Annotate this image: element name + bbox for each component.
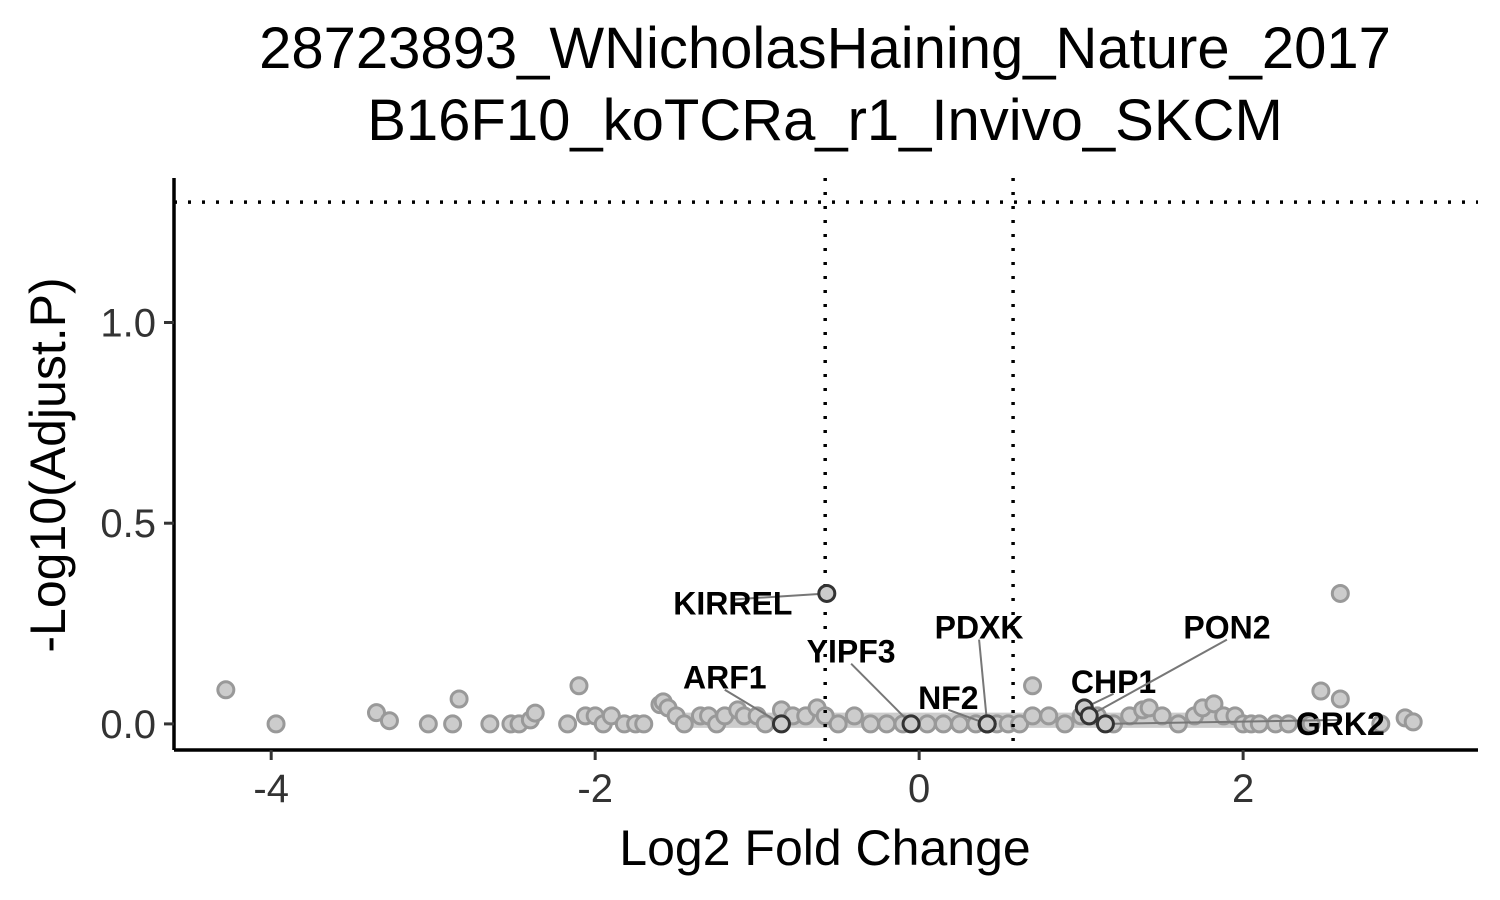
data-point — [569, 676, 589, 696]
threshold-lines — [174, 178, 1478, 750]
y-tick-label: 0.5 — [100, 502, 156, 546]
data-point — [917, 714, 937, 734]
data-point — [266, 714, 286, 734]
x-tick-label: 0 — [908, 767, 930, 811]
gene-label-connector — [724, 688, 782, 725]
chart-title-line-2: B16F10_koTCRa_r1_Invivo_SKCM — [367, 88, 1283, 153]
y-tick-label: 1.0 — [100, 302, 156, 346]
data-point — [1330, 583, 1350, 603]
gene-label: NF2 — [918, 680, 978, 716]
data-point — [950, 714, 970, 734]
scatter-points — [216, 583, 1423, 734]
data-point — [1278, 714, 1298, 734]
gene-label: YIPF3 — [807, 634, 896, 670]
data-point — [1311, 681, 1331, 701]
x-tick-label: 2 — [1232, 767, 1254, 811]
data-point — [1152, 706, 1172, 726]
data-point — [216, 680, 236, 700]
data-point — [933, 714, 953, 734]
data-point — [1249, 714, 1269, 734]
data-point — [525, 703, 545, 723]
highlighted-point — [901, 714, 921, 734]
gene-label: GRK2 — [1296, 706, 1385, 742]
data-point — [634, 714, 654, 734]
data-point — [1371, 714, 1391, 734]
data-point — [1023, 676, 1043, 696]
highlighted-point — [977, 714, 997, 734]
data-point — [1055, 714, 1075, 734]
data-point — [1403, 712, 1423, 732]
x-tick-label: -4 — [253, 767, 289, 811]
gene-label: ARF1 — [683, 660, 767, 696]
x-axis-title: Log2 Fold Change — [619, 820, 1030, 876]
gene-label: CHP1 — [1071, 664, 1156, 700]
gene-label-connector — [850, 662, 912, 725]
gene-label-connector — [1088, 638, 1228, 717]
gene-label-connector — [978, 639, 989, 725]
data-point — [861, 714, 881, 734]
data-point — [443, 714, 463, 734]
data-point — [674, 714, 694, 734]
data-point — [1039, 706, 1059, 726]
data-point — [1023, 706, 1043, 726]
gene-label: PON2 — [1183, 610, 1270, 646]
gene-label: PDXK — [935, 610, 1024, 646]
data-point — [877, 714, 897, 734]
data-point — [558, 714, 578, 734]
gene-label-connector — [732, 592, 827, 601]
y-tick-label: 0.0 — [100, 703, 156, 747]
highlighted-point — [817, 583, 837, 603]
highlighted-point — [1079, 706, 1099, 726]
data-point — [844, 706, 864, 726]
y-axis-title: -Log10(Adjust.P) — [20, 277, 76, 652]
gene-label: KIRREL — [673, 585, 792, 621]
axes: -4 -2 0 2 0.0 0.5 1.0 — [100, 178, 1478, 811]
highlighted-point — [1095, 714, 1115, 734]
data-point — [379, 711, 399, 731]
data-point — [828, 714, 848, 734]
chart-title-line-1: 28723893_WNicholasHaining_Nature_2017 — [259, 16, 1391, 81]
gene-label-connector — [1105, 718, 1341, 725]
data-point — [1204, 694, 1224, 714]
data-point — [418, 714, 438, 734]
highlighted-point — [771, 714, 791, 734]
x-tick-label: -2 — [577, 767, 613, 811]
data-point — [1168, 714, 1188, 734]
data-point — [480, 714, 500, 734]
data-point — [1330, 689, 1350, 709]
data-point — [449, 689, 469, 709]
gene-labels: KIRREL ARF1 YIPF3 NF2 PDXK CHP1 PON2 GRK2 — [673, 583, 1385, 742]
